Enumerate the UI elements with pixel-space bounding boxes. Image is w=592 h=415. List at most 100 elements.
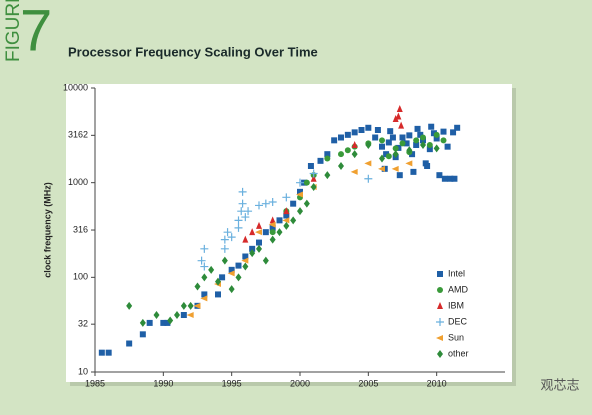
chart-title: Processor Frequency Scaling Over Time <box>68 44 318 59</box>
point <box>219 274 226 281</box>
point <box>98 349 105 356</box>
point <box>396 172 403 179</box>
point <box>441 175 448 182</box>
point <box>433 135 440 142</box>
point <box>391 165 399 172</box>
point <box>324 155 331 162</box>
point <box>436 172 443 179</box>
point <box>392 115 399 123</box>
point <box>364 174 373 183</box>
y-tick-label: 316 <box>73 224 88 234</box>
point <box>139 331 146 338</box>
point <box>242 253 249 260</box>
point <box>228 266 235 273</box>
point <box>351 140 358 148</box>
point <box>234 216 243 225</box>
point <box>426 146 433 153</box>
point <box>344 131 351 138</box>
point <box>228 285 235 294</box>
point <box>413 137 420 144</box>
point <box>290 216 297 225</box>
point <box>297 188 303 195</box>
point <box>215 277 221 286</box>
point <box>440 128 447 135</box>
legend-label: other <box>448 348 469 358</box>
point <box>374 127 381 134</box>
point <box>324 171 331 180</box>
point <box>399 140 406 147</box>
point <box>406 146 413 155</box>
y-tick-label: 10 <box>78 366 88 376</box>
point <box>338 134 344 141</box>
legend-label: IBM <box>448 300 464 310</box>
point <box>282 193 291 202</box>
point <box>296 178 304 187</box>
point <box>358 127 365 134</box>
point <box>160 319 167 326</box>
point <box>430 130 437 137</box>
point <box>413 141 420 148</box>
y-tick-label: 3162 <box>68 130 88 140</box>
point <box>221 256 228 265</box>
point <box>249 228 256 236</box>
point <box>269 224 276 231</box>
point <box>296 191 303 198</box>
point <box>262 256 269 265</box>
point <box>187 301 194 310</box>
point <box>344 147 351 154</box>
y-tick-label: 10000 <box>63 82 88 92</box>
point <box>392 145 399 152</box>
point <box>403 140 410 147</box>
point <box>309 169 318 178</box>
point <box>262 229 269 236</box>
point <box>241 213 250 222</box>
point <box>406 132 413 139</box>
point <box>200 295 208 302</box>
point <box>290 200 297 207</box>
legend-swatch <box>436 318 444 326</box>
legend-label: Intel <box>448 268 465 278</box>
y-tick-label: 32 <box>78 319 88 329</box>
point <box>194 282 201 291</box>
legend-swatch <box>437 350 443 358</box>
point <box>268 197 277 206</box>
point <box>269 235 276 244</box>
point <box>317 157 324 164</box>
point <box>167 316 174 325</box>
point <box>283 221 290 230</box>
point <box>268 221 276 228</box>
point <box>201 291 208 298</box>
watermark: 观芯志 <box>540 377 579 392</box>
point <box>220 244 229 253</box>
legend-swatch <box>436 335 443 341</box>
point <box>244 207 253 216</box>
point <box>378 165 385 172</box>
point <box>417 131 424 138</box>
legend-swatch <box>437 302 443 309</box>
point <box>395 112 402 120</box>
point <box>208 265 215 274</box>
plot: 10 32 100 316 1000 3162 10000 1985 1990 1995 2000 2… <box>63 82 505 388</box>
point <box>227 270 235 277</box>
x-tick-label: 1985 <box>85 378 105 388</box>
point <box>398 121 405 129</box>
point <box>164 319 171 326</box>
point <box>409 151 416 158</box>
point <box>338 161 344 170</box>
point <box>269 229 276 236</box>
point <box>276 217 283 224</box>
point <box>256 244 262 253</box>
point <box>256 221 262 229</box>
x-tick-label: 2000 <box>290 378 310 388</box>
point <box>351 129 358 136</box>
point <box>310 182 317 191</box>
point <box>227 233 236 242</box>
point <box>197 256 206 265</box>
point <box>215 291 221 298</box>
legend-label: Sun <box>448 332 464 342</box>
point <box>235 273 242 282</box>
point <box>447 175 454 182</box>
point <box>153 311 160 320</box>
